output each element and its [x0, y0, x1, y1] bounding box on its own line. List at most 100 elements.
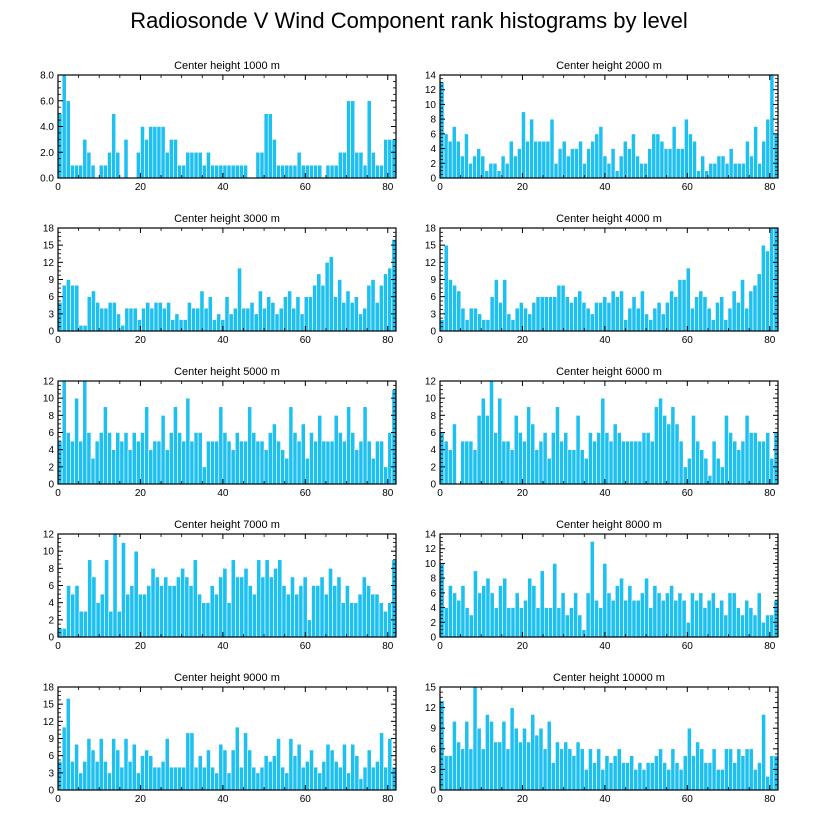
- x-tick-label: 60: [682, 182, 694, 193]
- bar: [313, 766, 318, 791]
- bar: [531, 585, 537, 638]
- bar: [504, 162, 510, 179]
- bar: [641, 432, 647, 485]
- y-tick-label: 8: [430, 115, 436, 126]
- bar: [358, 778, 364, 791]
- bar: [350, 743, 356, 791]
- bar: [354, 151, 360, 179]
- bar: [724, 748, 729, 791]
- bar: [606, 162, 612, 179]
- bar: [488, 162, 494, 179]
- bar: [687, 457, 692, 485]
- bar: [391, 239, 397, 332]
- bar: [115, 432, 121, 485]
- bar: [316, 273, 322, 332]
- bar: [546, 721, 552, 791]
- bar: [245, 307, 251, 332]
- bar: [578, 140, 583, 179]
- bar: [239, 576, 245, 638]
- y-tick-label: 12: [425, 377, 437, 388]
- bar: [514, 307, 520, 332]
- x-tick-label: 80: [382, 335, 394, 346]
- bar: [527, 313, 533, 332]
- bar: [735, 302, 741, 332]
- panel-title: Center height 6000 m: [556, 366, 662, 378]
- y-tick-label: 10: [43, 394, 55, 405]
- y-tick-label: 12: [43, 530, 55, 541]
- bar: [665, 302, 670, 332]
- bar: [711, 748, 717, 791]
- bar: [685, 267, 691, 332]
- y-tick-label: 9: [48, 734, 54, 745]
- bar: [464, 607, 470, 638]
- bar: [234, 726, 240, 791]
- bar: [160, 126, 166, 179]
- bar: [553, 162, 559, 179]
- bar: [541, 140, 547, 179]
- bar: [218, 164, 224, 179]
- bar: [70, 164, 75, 179]
- bar: [264, 559, 270, 638]
- bar: [185, 732, 191, 791]
- bar: [555, 741, 560, 791]
- x-tick-label: 60: [682, 488, 694, 499]
- bar: [232, 307, 238, 332]
- bar: [627, 307, 633, 332]
- bar: [140, 126, 145, 179]
- bar: [107, 772, 112, 791]
- bar: [99, 307, 105, 332]
- bar: [695, 741, 700, 791]
- bar: [181, 766, 187, 791]
- bar: [583, 457, 589, 485]
- bar: [723, 319, 729, 332]
- bar: [678, 769, 684, 791]
- bar: [115, 151, 121, 179]
- bar: [207, 296, 213, 332]
- y-tick-label: 12: [43, 258, 55, 269]
- bar: [370, 766, 376, 791]
- x-tick-label: 0: [55, 335, 61, 346]
- y-tick-label: 12: [43, 717, 55, 728]
- bar: [687, 727, 692, 791]
- bar: [94, 761, 100, 791]
- bar: [732, 162, 738, 179]
- bar: [699, 748, 705, 791]
- bar: [159, 585, 164, 638]
- y-tick-label: 4: [430, 144, 436, 155]
- bar: [744, 599, 750, 638]
- bar: [91, 576, 97, 638]
- bar: [512, 155, 518, 179]
- y-tick-label: 0: [48, 327, 54, 338]
- bar: [489, 721, 494, 791]
- bar: [149, 307, 155, 332]
- bar: [383, 466, 389, 485]
- bar: [456, 290, 462, 332]
- bar: [731, 290, 737, 332]
- y-tick-label: 3: [430, 309, 436, 320]
- bar: [497, 741, 503, 791]
- bar: [456, 741, 461, 791]
- bar: [513, 415, 519, 485]
- bar: [598, 302, 604, 332]
- bar: [656, 302, 662, 332]
- bar: [612, 755, 618, 791]
- bar: [78, 164, 84, 179]
- bar: [522, 727, 527, 791]
- bar: [107, 151, 112, 179]
- bar: [99, 593, 105, 638]
- x-tick-label: 40: [599, 641, 611, 652]
- bar: [128, 307, 134, 332]
- bar: [765, 432, 771, 485]
- bar: [719, 599, 725, 638]
- bar: [752, 432, 758, 485]
- bar: [531, 302, 537, 332]
- bar: [199, 290, 205, 332]
- bar: [209, 585, 215, 638]
- bar: [571, 755, 577, 791]
- bar: [610, 599, 616, 638]
- bar: [341, 302, 347, 332]
- x-tick-label: 40: [217, 335, 229, 346]
- bar: [530, 714, 536, 791]
- bar: [537, 140, 543, 179]
- bar: [111, 449, 117, 485]
